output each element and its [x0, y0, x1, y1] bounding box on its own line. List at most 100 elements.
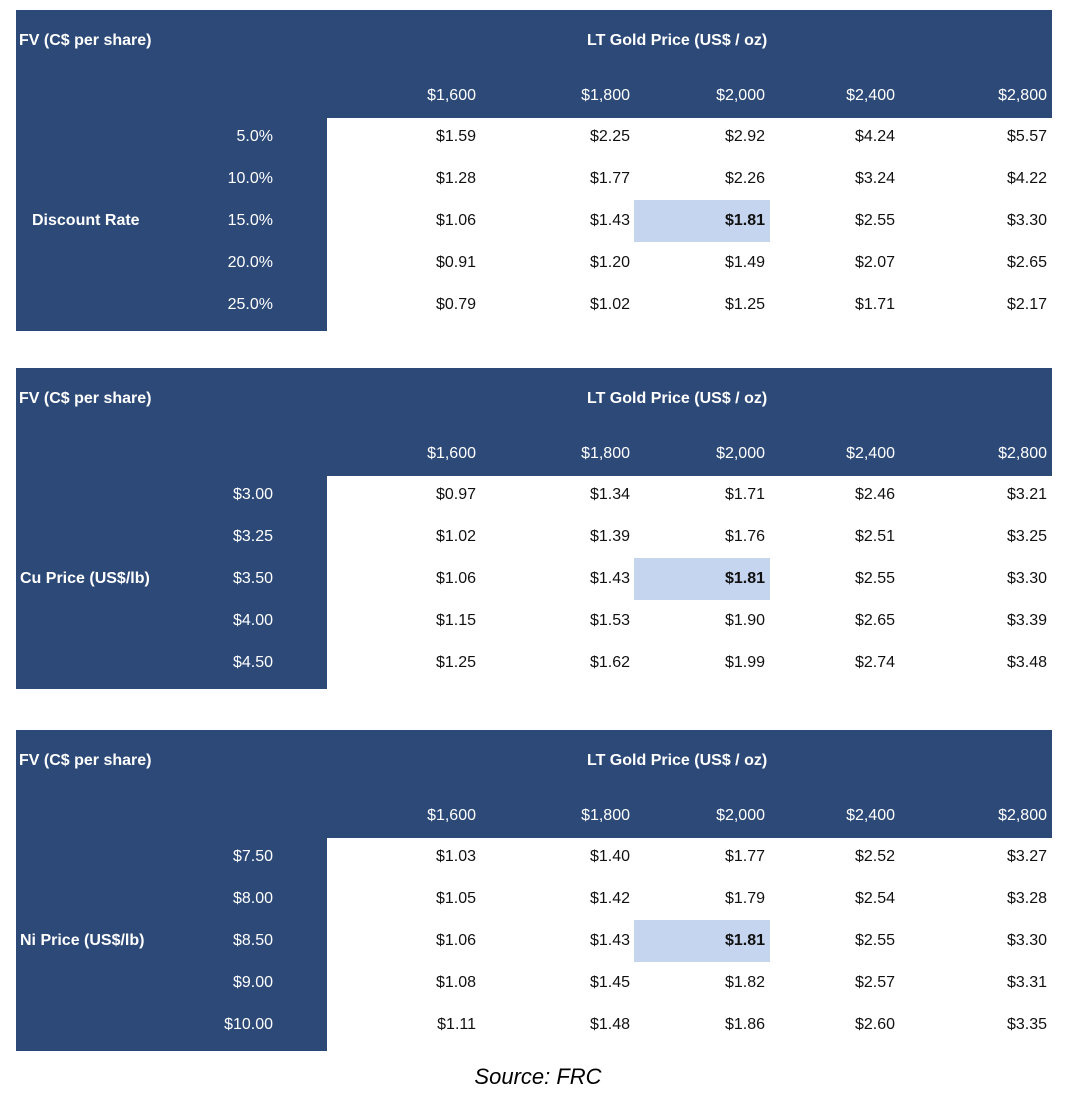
- table-cell: $3.35: [1006, 1016, 1047, 1033]
- column-header: $1,800: [581, 807, 630, 824]
- table-header-band: [16, 10, 1052, 118]
- table-cell: $3.31: [1006, 974, 1047, 991]
- sensitivity-table: FV (C$ per share) LT Gold Price (US$ / oz…: [16, 368, 1052, 689]
- row-header: 20.0%: [227, 254, 273, 271]
- table-cell: $2.92: [724, 128, 765, 145]
- column-header: $1,600: [427, 807, 476, 824]
- table-cell: $2.54: [854, 890, 895, 907]
- table-cell: $1.99: [724, 654, 765, 671]
- table-cell: $2.55: [854, 932, 895, 949]
- table-cell: $1.77: [724, 848, 765, 865]
- table-cell: $1.03: [435, 848, 476, 865]
- table-cell: $1.43: [589, 932, 630, 949]
- row-header: $7.50: [232, 848, 273, 865]
- table-cell: $2.55: [854, 212, 895, 229]
- table-cell: $3.39: [1006, 612, 1047, 629]
- table-cell: $1.79: [724, 890, 765, 907]
- column-header: $1,800: [581, 445, 630, 462]
- table-cell: $2.26: [724, 170, 765, 187]
- table-row-header-band: [16, 838, 327, 1051]
- row-header: 5.0%: [236, 128, 273, 145]
- table-row-header-band: [16, 118, 327, 331]
- column-header: $2,000: [716, 87, 765, 104]
- row-header: $3.25: [232, 528, 273, 545]
- corner-label: FV (C$ per share): [19, 32, 152, 49]
- table-cell: $1.76: [724, 528, 765, 545]
- table-cell: $1.71: [724, 486, 765, 503]
- sensitivity-table: FV (C$ per share) LT Gold Price (US$ / oz…: [16, 10, 1052, 331]
- row-header: $3.00: [232, 486, 273, 503]
- table-cell: $1.45: [589, 974, 630, 991]
- table-cell: $1.43: [589, 570, 630, 587]
- table-cell: $0.97: [435, 486, 476, 503]
- table-cell: $1.77: [589, 170, 630, 187]
- table-cell: $0.91: [435, 254, 476, 271]
- table-cell: $1.06: [435, 932, 476, 949]
- table-cell: $1.42: [589, 890, 630, 907]
- column-header: $2,800: [998, 87, 1047, 104]
- column-header: $2,000: [716, 807, 765, 824]
- table-cell: $1.86: [724, 1016, 765, 1033]
- table-cell: $2.65: [854, 612, 895, 629]
- table-header-band: [16, 730, 1052, 838]
- table-cell: $2.25: [589, 128, 630, 145]
- column-header: $2,800: [998, 807, 1047, 824]
- row-group-label: Cu Price (US$/lb): [20, 570, 150, 587]
- row-header: $8.50: [232, 932, 273, 949]
- table-cell: $1.48: [589, 1016, 630, 1033]
- table-cell: $1.90: [724, 612, 765, 629]
- table-cell: $1.02: [435, 528, 476, 545]
- table-cell: $2.65: [1006, 254, 1047, 271]
- table-cell: $1.81: [724, 932, 765, 949]
- row-header: 25.0%: [227, 296, 273, 313]
- row-group-label: Ni Price (US$/lb): [20, 932, 145, 949]
- table-cell: $2.17: [1006, 296, 1047, 313]
- row-header: $3.50: [232, 570, 273, 587]
- table-cell: $2.46: [854, 486, 895, 503]
- row-header: $10.00: [224, 1016, 273, 1033]
- table-cell: $3.30: [1006, 212, 1047, 229]
- table-cell: $4.24: [854, 128, 895, 145]
- source-note: Source: FRC: [474, 1064, 602, 1089]
- column-header: $2,800: [998, 445, 1047, 462]
- column-group-label: LT Gold Price (US$ / oz): [587, 752, 768, 769]
- table-cell: $1.06: [435, 212, 476, 229]
- highlight-cell: [634, 920, 770, 962]
- table-cell: $2.57: [854, 974, 895, 991]
- column-group-label: LT Gold Price (US$ / oz): [587, 390, 768, 407]
- table-cell: $1.25: [435, 654, 476, 671]
- row-header: $4.50: [232, 654, 273, 671]
- table-cell: $1.34: [589, 486, 630, 503]
- table-cell: $1.11: [437, 1016, 476, 1033]
- table-cell: $3.28: [1006, 890, 1047, 907]
- column-header: $1,600: [427, 87, 476, 104]
- row-header: $8.00: [232, 890, 273, 907]
- table-cell: $1.40: [589, 848, 630, 865]
- table-cell: $3.30: [1006, 932, 1047, 949]
- table-cell: $1.71: [854, 296, 895, 313]
- highlight-cell: [634, 558, 770, 600]
- table-cell: $2.52: [854, 848, 895, 865]
- table-cell: $1.62: [589, 654, 630, 671]
- table-cell: $3.27: [1006, 848, 1047, 865]
- column-header: $1,800: [581, 87, 630, 104]
- table-cell: $1.53: [589, 612, 630, 629]
- table-cell: $1.39: [589, 528, 630, 545]
- column-header: $2,400: [846, 445, 895, 462]
- table-cell: $3.24: [854, 170, 895, 187]
- table-cell: $1.82: [724, 974, 765, 991]
- table-cell: $1.20: [589, 254, 630, 271]
- table-cell: $1.28: [435, 170, 476, 187]
- row-group-label: Discount Rate: [32, 212, 140, 229]
- column-header: $2,400: [846, 87, 895, 104]
- table-cell: $1.43: [589, 212, 630, 229]
- table-cell: $0.79: [435, 296, 476, 313]
- table-cell: $2.07: [854, 254, 895, 271]
- sensitivity-table: FV (C$ per share) LT Gold Price (US$ / oz…: [16, 730, 1052, 1051]
- table-cell: $4.22: [1006, 170, 1047, 187]
- table-cell: $3.25: [1006, 528, 1047, 545]
- table-row-header-band: [16, 476, 327, 689]
- table-cell: $3.30: [1006, 570, 1047, 587]
- table-cell: $1.02: [589, 296, 630, 313]
- table-cell: $2.55: [854, 570, 895, 587]
